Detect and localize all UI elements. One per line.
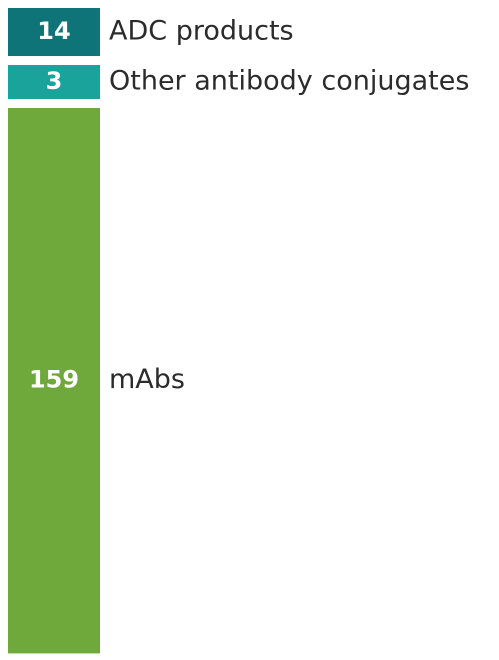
bar-segment [8,8,100,57]
segment-label: Other antibody conjugates [109,66,469,97]
segment-label: ADC products [109,16,294,47]
bar-segment [8,65,100,100]
value-label: 159 [29,366,79,394]
value-label: 14 [37,17,70,45]
segment-label: mAbs [109,364,185,395]
bar-segment [8,108,100,654]
value-label: 3 [46,67,63,95]
